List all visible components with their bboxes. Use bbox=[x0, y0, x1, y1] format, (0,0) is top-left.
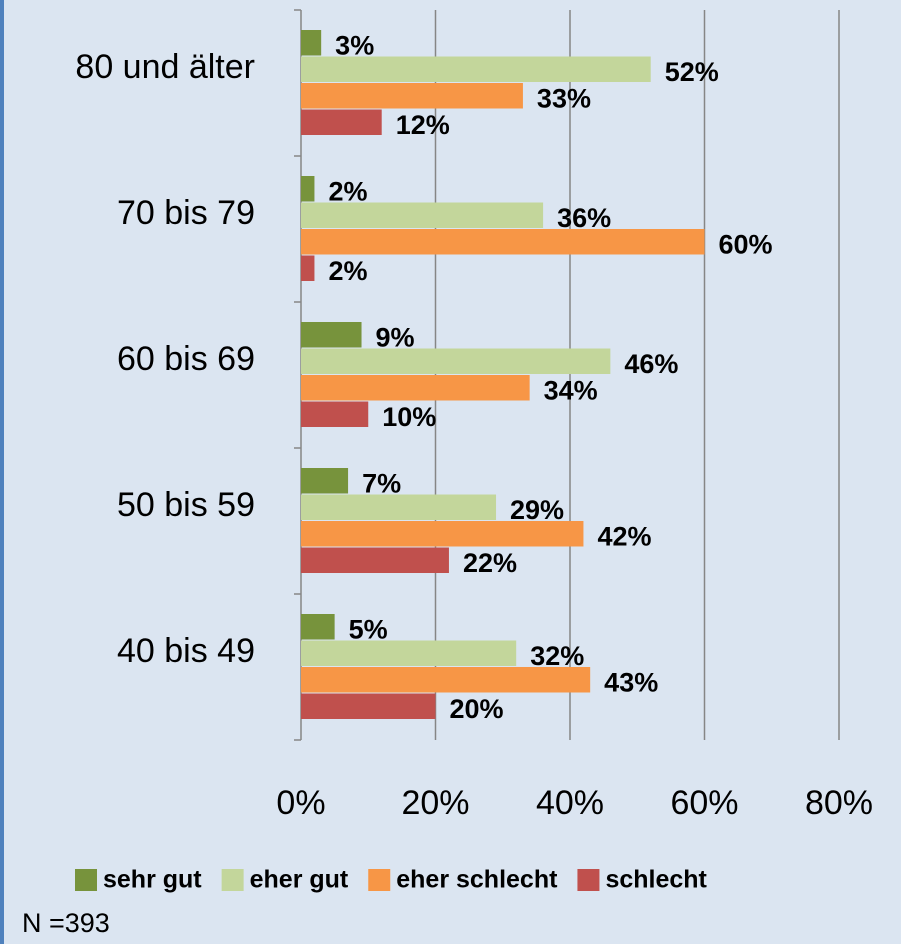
legend-label: eher gut bbox=[250, 866, 349, 894]
x-tick-label: 60% bbox=[670, 784, 738, 822]
x-tick-label: 80% bbox=[805, 784, 873, 822]
bar bbox=[301, 494, 497, 520]
data-label: 29% bbox=[510, 495, 564, 525]
legend-label: eher schlecht bbox=[396, 866, 558, 894]
data-label: 5% bbox=[349, 614, 388, 644]
data-label: 60% bbox=[719, 229, 773, 259]
bar bbox=[301, 521, 584, 547]
data-label: 7% bbox=[362, 468, 401, 498]
bar bbox=[301, 322, 362, 348]
data-label: 2% bbox=[328, 176, 367, 206]
x-tick-label: 20% bbox=[401, 784, 469, 822]
y-tick-label: 40 bis 49 bbox=[117, 632, 255, 670]
data-label: 10% bbox=[382, 402, 436, 432]
data-label: 33% bbox=[537, 83, 591, 113]
data-label: 34% bbox=[544, 375, 598, 405]
legend-swatch bbox=[577, 869, 600, 891]
bar bbox=[301, 229, 705, 255]
legend-swatch bbox=[221, 869, 244, 891]
bar bbox=[301, 30, 322, 56]
bar bbox=[301, 109, 382, 135]
bar bbox=[301, 176, 315, 202]
bar bbox=[301, 255, 315, 281]
bar bbox=[301, 375, 530, 401]
legend-swatch bbox=[75, 869, 97, 891]
data-label: 2% bbox=[328, 256, 367, 286]
data-label: 43% bbox=[604, 667, 658, 697]
bar bbox=[301, 202, 544, 228]
bar bbox=[301, 468, 349, 494]
data-label: 32% bbox=[530, 641, 584, 671]
bar bbox=[301, 56, 651, 82]
bar bbox=[301, 401, 369, 427]
bar bbox=[301, 547, 449, 573]
data-label: 9% bbox=[376, 322, 415, 352]
bar bbox=[301, 348, 611, 374]
data-label: 42% bbox=[597, 521, 651, 551]
data-label: 20% bbox=[450, 694, 504, 724]
y-tick-label: 70 bis 79 bbox=[117, 194, 255, 232]
legend-label: sehr gut bbox=[103, 866, 202, 894]
bar bbox=[301, 693, 436, 719]
x-tick-label: 40% bbox=[536, 784, 604, 822]
data-label: 22% bbox=[463, 548, 517, 578]
bar bbox=[301, 640, 517, 666]
data-label: 12% bbox=[396, 110, 450, 140]
data-label: 52% bbox=[665, 57, 719, 87]
left-border bbox=[0, 0, 4, 944]
x-tick-label: 0% bbox=[276, 784, 325, 822]
y-tick-label: 80 und älter bbox=[75, 48, 255, 86]
data-label: 3% bbox=[335, 30, 374, 60]
note: N =393 bbox=[22, 908, 110, 938]
data-label: 36% bbox=[557, 203, 611, 233]
data-label: 46% bbox=[624, 349, 678, 379]
bar bbox=[301, 83, 523, 109]
legend-label: schlecht bbox=[605, 866, 707, 894]
y-tick-label: 50 bis 59 bbox=[117, 486, 255, 524]
legend-swatch bbox=[368, 869, 391, 891]
bar bbox=[301, 614, 335, 640]
bar bbox=[301, 667, 591, 693]
y-tick-label: 60 bis 69 bbox=[117, 340, 255, 378]
